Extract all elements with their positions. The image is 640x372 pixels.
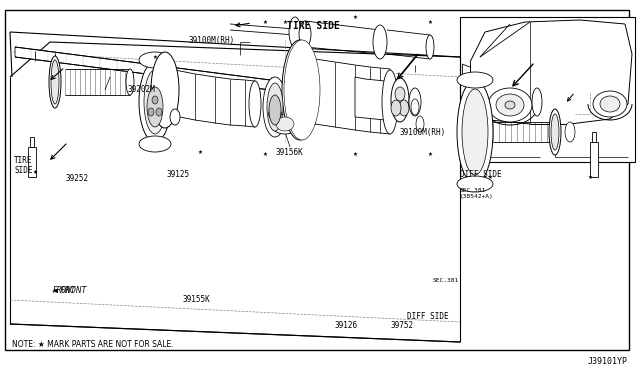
Ellipse shape bbox=[263, 77, 287, 137]
Text: 39100M(RH): 39100M(RH) bbox=[188, 36, 234, 45]
Ellipse shape bbox=[49, 56, 61, 108]
Text: 39752: 39752 bbox=[390, 321, 413, 330]
Polygon shape bbox=[355, 77, 385, 120]
Ellipse shape bbox=[457, 80, 493, 184]
Ellipse shape bbox=[551, 114, 559, 150]
Text: ★: ★ bbox=[428, 151, 433, 157]
Text: ★: ★ bbox=[428, 19, 433, 25]
Text: 39155K: 39155K bbox=[182, 295, 210, 304]
Ellipse shape bbox=[276, 110, 282, 118]
Ellipse shape bbox=[273, 98, 278, 106]
Ellipse shape bbox=[156, 108, 162, 116]
Ellipse shape bbox=[600, 96, 620, 112]
Ellipse shape bbox=[457, 72, 493, 88]
Ellipse shape bbox=[139, 136, 171, 152]
Text: 39252: 39252 bbox=[65, 174, 88, 183]
Ellipse shape bbox=[496, 94, 524, 116]
Ellipse shape bbox=[289, 17, 301, 47]
Text: 39100M(RH): 39100M(RH) bbox=[400, 128, 446, 137]
Ellipse shape bbox=[269, 110, 273, 118]
Ellipse shape bbox=[144, 70, 166, 134]
Ellipse shape bbox=[139, 62, 171, 142]
Ellipse shape bbox=[373, 25, 387, 59]
Text: ★: ★ bbox=[152, 55, 157, 60]
Ellipse shape bbox=[152, 96, 158, 104]
Text: ★: ★ bbox=[353, 15, 357, 19]
Ellipse shape bbox=[269, 95, 281, 125]
Polygon shape bbox=[15, 47, 340, 99]
Text: 39202M: 39202M bbox=[128, 85, 156, 94]
Polygon shape bbox=[28, 147, 36, 177]
Ellipse shape bbox=[462, 89, 488, 175]
Ellipse shape bbox=[505, 101, 515, 109]
Ellipse shape bbox=[51, 60, 59, 104]
Ellipse shape bbox=[271, 114, 299, 134]
Text: ★: ★ bbox=[262, 19, 268, 25]
Text: J39101YP: J39101YP bbox=[588, 357, 628, 366]
Text: 39125: 39125 bbox=[166, 170, 189, 179]
Ellipse shape bbox=[282, 40, 318, 140]
Ellipse shape bbox=[267, 83, 283, 131]
Ellipse shape bbox=[593, 91, 627, 117]
Ellipse shape bbox=[457, 176, 493, 192]
Text: ◄ FRONT: ◄ FRONT bbox=[52, 286, 87, 295]
Polygon shape bbox=[30, 137, 34, 147]
Text: SEC.381
(38542+A): SEC.381 (38542+A) bbox=[460, 188, 493, 199]
Text: TIRE SIDE: TIRE SIDE bbox=[287, 21, 340, 31]
Ellipse shape bbox=[276, 117, 294, 131]
Ellipse shape bbox=[399, 100, 409, 116]
Text: DIFF SIDE: DIFF SIDE bbox=[460, 170, 501, 179]
Polygon shape bbox=[165, 67, 255, 127]
Ellipse shape bbox=[299, 21, 311, 47]
Text: SEC.381: SEC.381 bbox=[433, 278, 459, 283]
Text: 39126: 39126 bbox=[334, 321, 357, 330]
Ellipse shape bbox=[426, 35, 434, 59]
Text: FRONT: FRONT bbox=[52, 286, 76, 295]
Ellipse shape bbox=[391, 78, 409, 122]
Ellipse shape bbox=[395, 87, 405, 101]
Ellipse shape bbox=[170, 109, 180, 125]
Text: ★: ★ bbox=[198, 150, 202, 154]
Ellipse shape bbox=[249, 81, 261, 127]
Ellipse shape bbox=[409, 88, 421, 116]
Text: DIFF SIDE: DIFF SIDE bbox=[406, 312, 449, 321]
Text: TIRE
SIDE: TIRE SIDE bbox=[14, 156, 33, 175]
Ellipse shape bbox=[391, 100, 401, 116]
Ellipse shape bbox=[411, 99, 419, 115]
Polygon shape bbox=[590, 142, 598, 177]
Ellipse shape bbox=[126, 69, 134, 95]
Text: ★: ★ bbox=[33, 170, 37, 174]
Bar bbox=[460, 17, 635, 162]
Ellipse shape bbox=[549, 109, 561, 155]
Ellipse shape bbox=[416, 116, 424, 132]
Text: ★: ★ bbox=[262, 151, 268, 157]
Text: ★: ★ bbox=[488, 174, 492, 180]
Ellipse shape bbox=[284, 40, 320, 140]
Ellipse shape bbox=[151, 52, 179, 128]
Text: ★: ★ bbox=[588, 174, 593, 180]
Polygon shape bbox=[592, 132, 596, 142]
Polygon shape bbox=[300, 57, 390, 134]
Text: NOTE: ★ MARK PARTS ARE NOT FOR SALE.: NOTE: ★ MARK PARTS ARE NOT FOR SALE. bbox=[12, 340, 173, 349]
Text: 39156K: 39156K bbox=[275, 148, 303, 157]
Ellipse shape bbox=[147, 87, 163, 127]
Ellipse shape bbox=[382, 70, 398, 134]
Ellipse shape bbox=[565, 122, 575, 142]
Ellipse shape bbox=[148, 108, 154, 116]
Ellipse shape bbox=[139, 52, 171, 68]
Text: ★: ★ bbox=[283, 19, 287, 25]
Ellipse shape bbox=[532, 88, 542, 116]
Ellipse shape bbox=[488, 88, 532, 122]
Text: ★: ★ bbox=[353, 151, 357, 157]
